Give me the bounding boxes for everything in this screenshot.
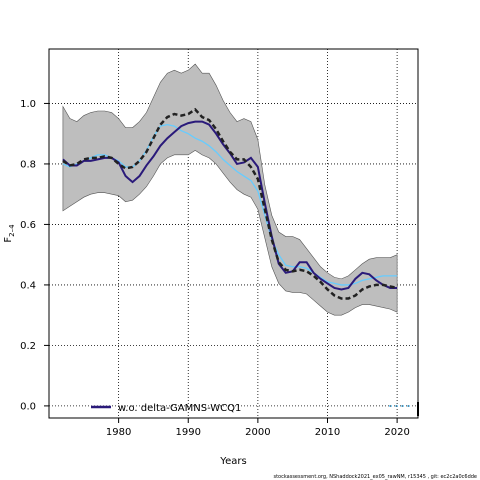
confidence-band [62,63,398,316]
plot-frame [48,48,419,419]
footer-note: stockassessment.org, NShaddock2021_ex05_… [273,474,477,480]
y-axis-label: F2–4 [3,224,16,243]
x-tick-label: 1990 [176,427,201,438]
x-tick-label: 2010 [315,427,340,438]
y-axis-label-subscript: 2–4 [8,224,16,237]
x-tick-label: 2000 [245,427,270,438]
y-tick-label: 0.4 [20,280,36,291]
series-line-light [62,123,398,286]
series-group [62,107,398,300]
x-tick-label: 1980 [106,427,131,438]
y-tick-label: 1.0 [20,99,36,110]
x-axis-ticks: 1980 1990 2000 2010 2020 [106,418,410,438]
y-axis-ticks: 0.0 0.2 0.4 0.6 0.8 1.0 [20,99,49,412]
y-tick-label: 0.8 [20,159,36,170]
x-tick-label: 2020 [384,427,409,438]
y-tick-label: 0.6 [20,220,36,231]
y-tick-label: 0.2 [20,341,36,352]
right-edge-marks [389,402,419,416]
x-axis-label: Years [219,456,246,467]
legend: w.o. delta-GAMNS-WCQ1 [91,403,241,414]
confidence-band-group [62,63,398,316]
y-tick-label: 0.0 [20,401,36,412]
series-line-base [62,107,398,300]
legend-label: w.o. delta-GAMNS-WCQ1 [118,403,241,414]
